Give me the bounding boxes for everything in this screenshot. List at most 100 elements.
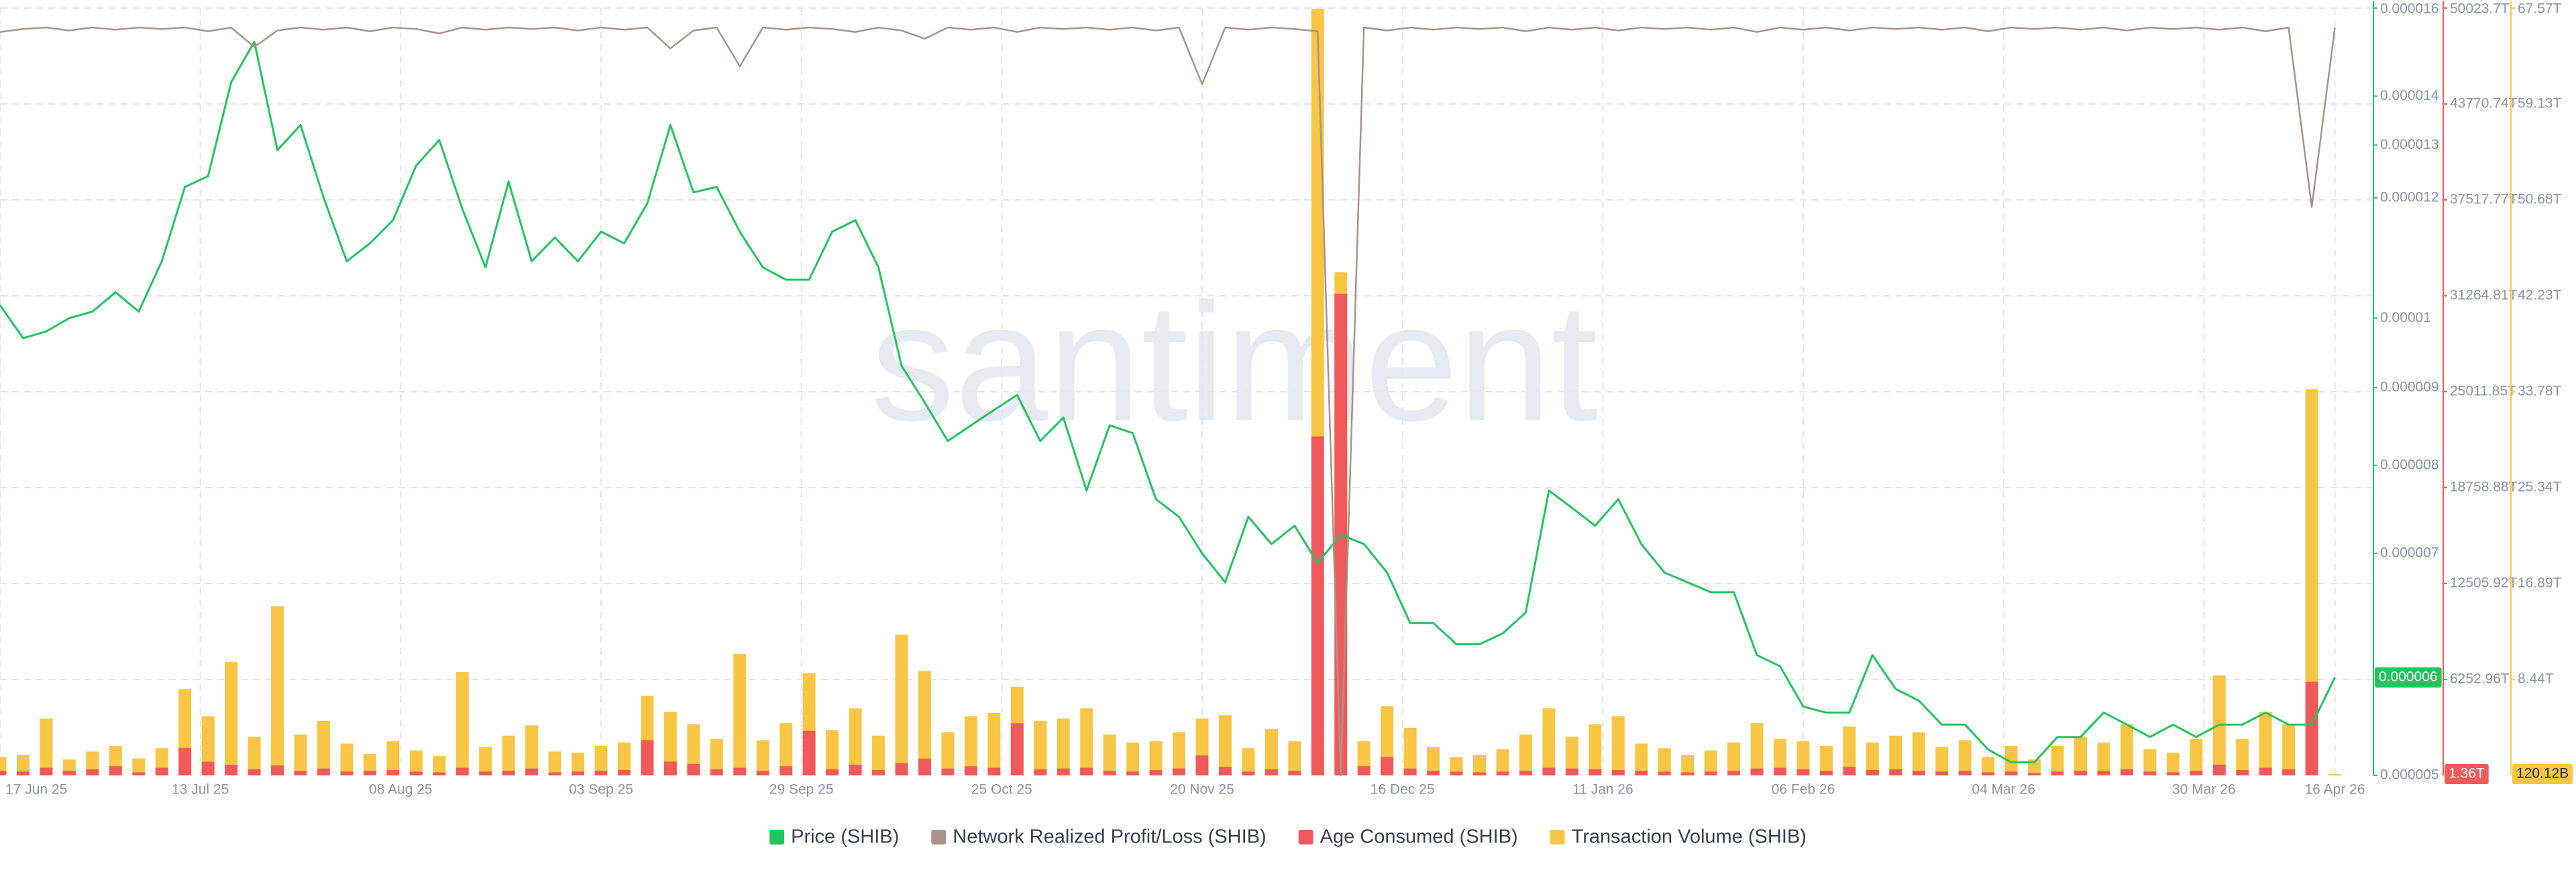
bar [964, 716, 977, 775]
y-tick-label: 50023.7T [2450, 1, 2510, 17]
legend-swatch [931, 830, 947, 844]
bar [641, 740, 654, 775]
bar [733, 653, 747, 775]
bar [178, 747, 192, 775]
bar [2097, 771, 2110, 775]
bar [1034, 720, 1047, 775]
bar [2305, 682, 2318, 775]
bar [386, 741, 400, 775]
bar [86, 769, 99, 775]
bar [1427, 747, 1440, 775]
y-tick-label: 0.000014 [2380, 88, 2439, 103]
bar [1796, 769, 1810, 775]
bar [1149, 741, 1163, 775]
y-tick-label: 0.000013 [2380, 137, 2439, 152]
bar [455, 767, 469, 775]
bar [1473, 772, 1486, 775]
bar [710, 739, 723, 775]
bar [1774, 767, 1786, 775]
bar [941, 768, 955, 775]
x-tick-label: 16 Apr 26 [2305, 782, 2365, 798]
bar [2120, 769, 2133, 775]
bar [1265, 769, 1278, 775]
bar [1126, 742, 1140, 775]
bar [1103, 734, 1116, 775]
bar [455, 671, 469, 775]
bar [1866, 742, 1879, 775]
y-tick-label: 50.68T [2518, 192, 2562, 207]
bar [1750, 723, 1764, 775]
bar [317, 720, 330, 775]
bar [1750, 768, 1764, 775]
x-tick-label: 17 Jun 25 [5, 782, 67, 798]
bar [849, 708, 862, 775]
bar [1912, 732, 1925, 775]
bar [225, 661, 238, 775]
bar [294, 734, 307, 775]
bar [802, 730, 816, 775]
bar [248, 769, 261, 775]
bar [2074, 771, 2087, 775]
bar [1796, 741, 1810, 775]
bar [363, 753, 376, 775]
bar [1658, 748, 1671, 775]
bar [2143, 749, 2157, 775]
bar [525, 725, 539, 775]
bar [594, 745, 608, 775]
legend-label: Network Realized Profit/Loss (SHIB) [953, 826, 1266, 848]
legend: Price (SHIB) Network Realized Profit/Loss… [769, 826, 1807, 848]
bar [548, 751, 561, 775]
y-tick-label: 33.78T [2518, 384, 2562, 399]
bar [2097, 742, 2110, 775]
bar [1288, 771, 1301, 775]
y-tick-label: 25011.85T [2450, 384, 2516, 399]
bar [340, 743, 354, 775]
y-tick-label: 12505.92T [2450, 576, 2518, 591]
bar [872, 735, 885, 775]
value-label: 1.36T [2449, 766, 2485, 781]
bar [756, 740, 769, 775]
bar [201, 761, 215, 775]
y-tick-label: 31264.81T [2450, 288, 2518, 303]
bar [1704, 771, 1717, 775]
bar [1565, 737, 1578, 775]
legend-swatch [1298, 830, 1313, 844]
y-tick-label: 16.89T [2518, 576, 2562, 591]
bar [1611, 716, 1625, 775]
bar [872, 769, 885, 775]
bar [1519, 734, 1532, 775]
bar [1218, 767, 1232, 775]
bar [1635, 743, 1648, 775]
bar [317, 768, 330, 775]
bar [572, 771, 585, 775]
bar [895, 763, 908, 775]
bar [2282, 769, 2296, 775]
bar [1103, 771, 1116, 775]
bar [1080, 708, 1093, 775]
bar [16, 771, 30, 775]
bar [40, 767, 53, 775]
bar [1288, 741, 1301, 775]
x-tick-label: 30 Mar 26 [2172, 782, 2236, 798]
line [0, 26, 2336, 777]
bar [2212, 764, 2226, 775]
bar [2236, 769, 2249, 775]
bar [1173, 732, 1185, 775]
x-tick-label: 06 Feb 26 [1772, 782, 1835, 798]
bar [479, 771, 492, 775]
bar [1173, 768, 1185, 775]
bar [248, 737, 261, 775]
bar [1496, 749, 1509, 775]
legend-swatch [769, 830, 785, 844]
bar [502, 771, 515, 775]
x-tick-label: 08 Aug 25 [369, 782, 433, 798]
bar [1357, 766, 1371, 775]
bar [525, 768, 539, 775]
bar [1935, 747, 1949, 775]
bar [225, 764, 238, 775]
x-tick-label: 04 Mar 26 [1972, 782, 2035, 798]
bar [1126, 771, 1140, 775]
bar [1958, 771, 1972, 775]
